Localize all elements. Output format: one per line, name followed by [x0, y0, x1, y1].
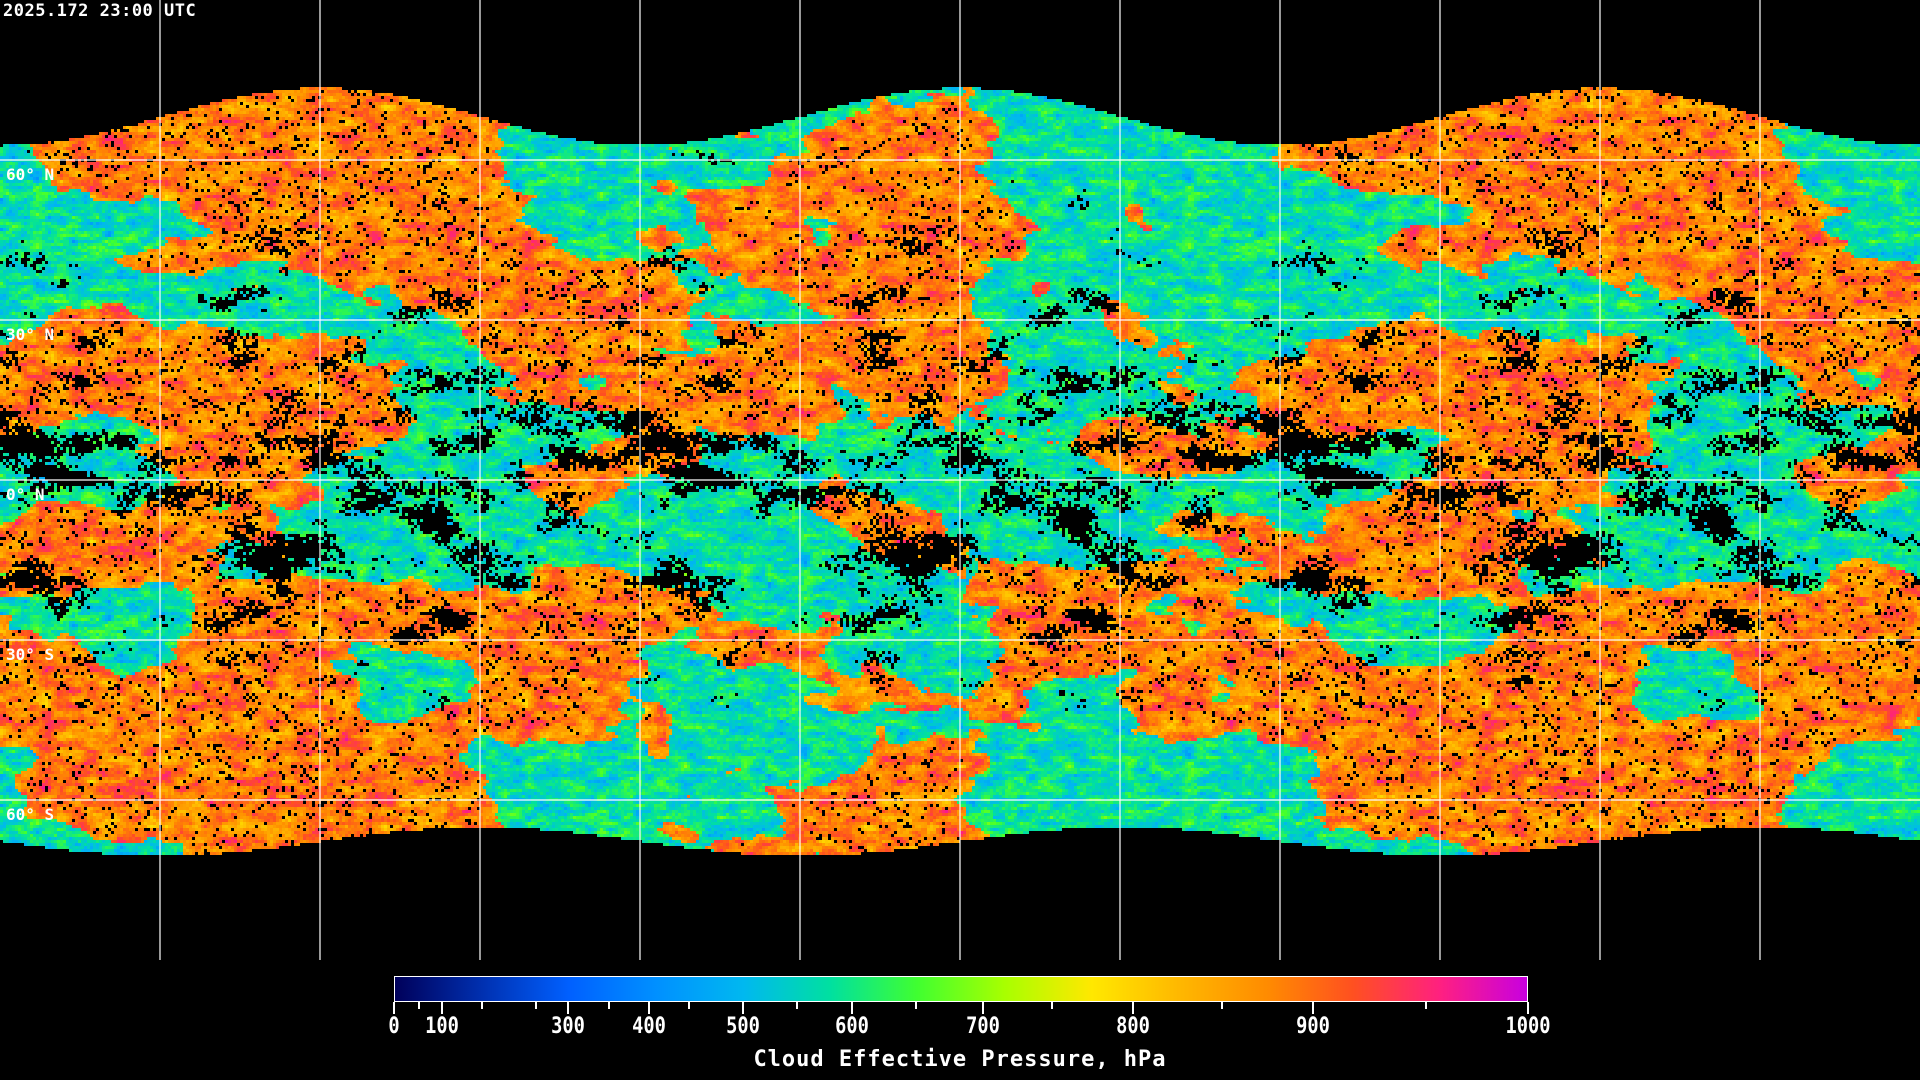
colorbar-minor-tick — [1424, 1002, 1427, 1009]
latitude-label: 60° N — [6, 165, 55, 184]
colorbar-tick-label: 0 — [388, 1014, 400, 1039]
latitude-label: 30° S — [6, 645, 55, 664]
colorbar-major-tick — [851, 1002, 854, 1014]
colorbar-minor-tick — [417, 1002, 420, 1009]
colorbar-tick-label: 800 — [1116, 1014, 1151, 1039]
colorbar-major-tick — [648, 1002, 651, 1014]
colorbar-tick-label: 600 — [835, 1014, 870, 1039]
colorbar-tick-label: 100 — [424, 1014, 459, 1039]
colorbar-minor-tick — [795, 1002, 798, 1009]
colorbar-major-tick — [1132, 1002, 1135, 1014]
colorbar-major-tick — [1527, 1002, 1529, 1014]
colorbar-minor-tick — [914, 1002, 917, 1009]
colorbar-tick-label: 700 — [965, 1014, 1000, 1039]
colorbar-major-tick — [440, 1002, 443, 1014]
colorbar-major-tick — [1311, 1002, 1314, 1014]
colorbar-major-tick — [742, 1002, 745, 1014]
colorbar-tick-label: 900 — [1295, 1014, 1330, 1039]
colorbar-minor-tick — [1220, 1002, 1223, 1009]
colorbar-ticks — [0, 1002, 1920, 1016]
colorbar-tick-label: 500 — [726, 1014, 761, 1039]
colorbar-tick-label: 400 — [632, 1014, 667, 1039]
colorbar-label: Cloud Effective Pressure, hPa — [753, 1047, 1167, 1072]
latitude-label: 0° N — [6, 485, 45, 504]
lat-lon-grid — [0, 0, 1920, 960]
colorbar-minor-tick — [534, 1002, 537, 1009]
colorbar-tick-label: 1000 — [1505, 1014, 1551, 1039]
timestamp-title: 2025.172 23:00 UTC — [3, 1, 197, 21]
colorbar-minor-tick — [687, 1002, 690, 1009]
colorbar-major-tick — [981, 1002, 984, 1014]
colorbar-major-tick — [393, 1002, 395, 1014]
colorbar-minor-tick — [1050, 1002, 1053, 1009]
colorbar-major-tick — [566, 1002, 569, 1014]
colorbar — [394, 976, 1528, 1002]
latitude-label: 60° S — [6, 805, 55, 824]
latitude-label: 30° N — [6, 325, 55, 344]
cloud-pressure-map — [0, 0, 1920, 960]
colorbar-minor-tick — [481, 1002, 484, 1009]
colorbar-tick-label: 300 — [550, 1014, 585, 1039]
colorbar-minor-tick — [608, 1002, 611, 1009]
